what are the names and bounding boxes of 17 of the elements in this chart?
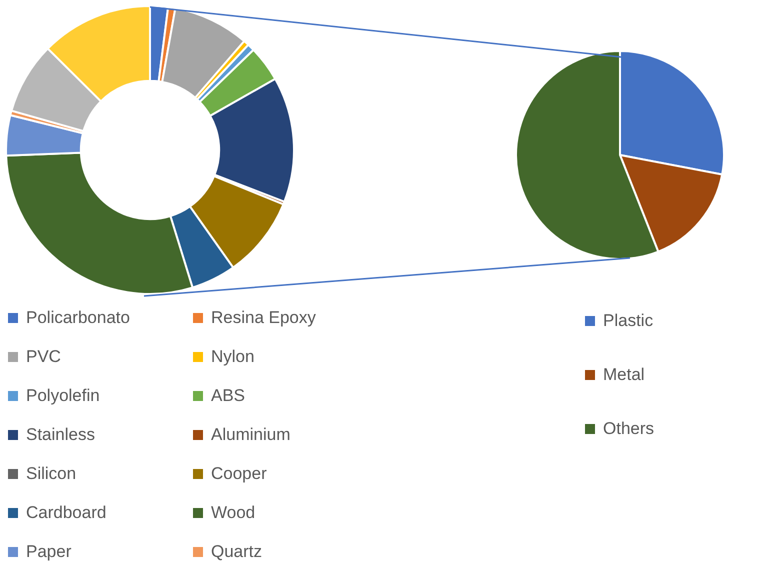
legend-label: Cooper bbox=[211, 464, 267, 484]
legend-label: Wood bbox=[211, 502, 256, 522]
legend-label: Plastic bbox=[603, 310, 654, 330]
legend-label: Silicon bbox=[26, 464, 76, 484]
legend-label: Others bbox=[603, 418, 654, 438]
legend-label: ABS bbox=[211, 386, 246, 406]
legend-label: Paper bbox=[26, 542, 72, 561]
legend-label: Stainless bbox=[26, 424, 95, 444]
legend-label: Resina Epoxy bbox=[211, 308, 316, 328]
legend-label: Aluminium bbox=[211, 424, 290, 444]
legend-label: PVC bbox=[26, 346, 61, 366]
legend-label: Metal bbox=[603, 364, 645, 384]
legend-label: Nylon bbox=[211, 346, 254, 366]
legend-label: Polyolefin bbox=[26, 386, 100, 406]
legend-label: Quartz bbox=[211, 542, 262, 561]
legend-label: Policarbonato bbox=[26, 308, 130, 328]
legend-label: Cardboard bbox=[26, 502, 106, 522]
